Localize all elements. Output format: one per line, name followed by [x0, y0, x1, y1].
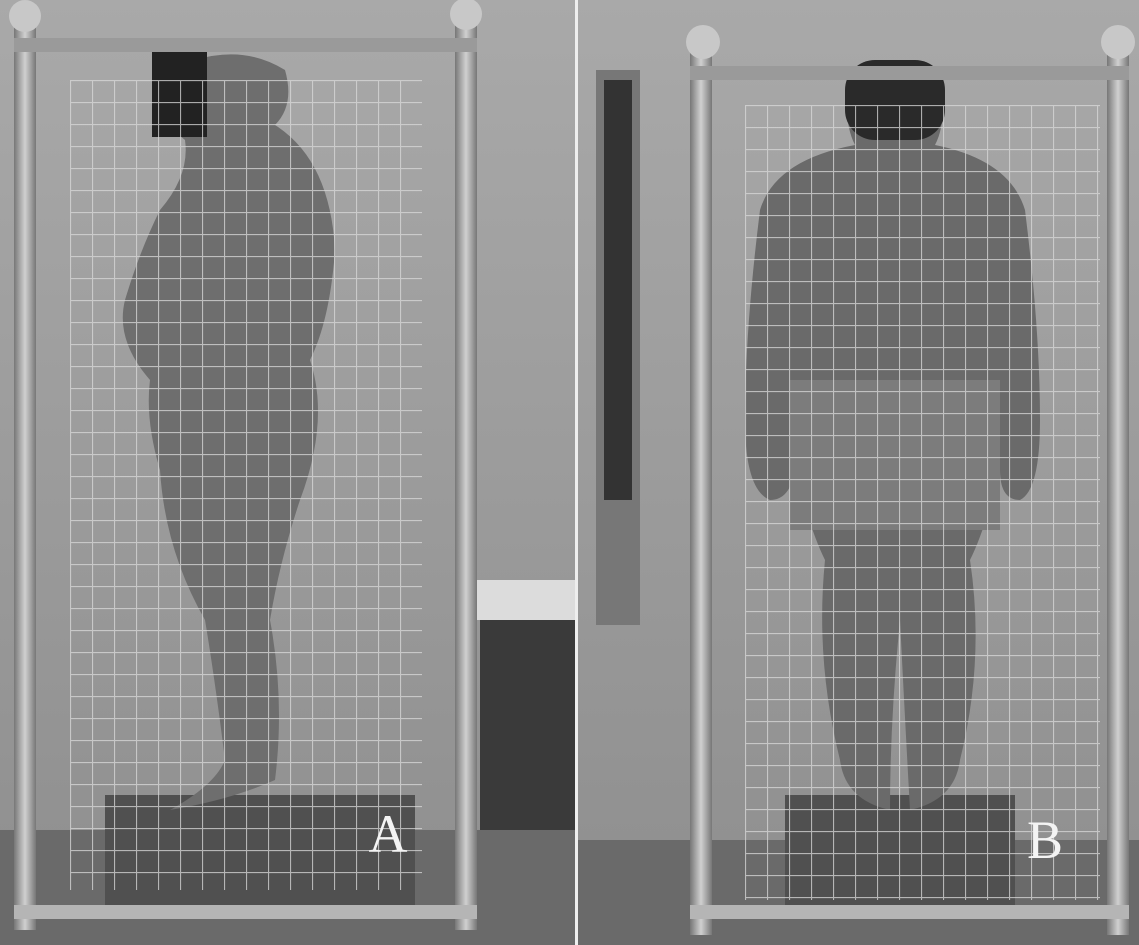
grid [745, 105, 1100, 900]
pole [14, 20, 36, 930]
grid [70, 80, 422, 890]
panel-label: A [369, 804, 408, 864]
scale-ticks [604, 80, 632, 500]
frame-bottom [14, 905, 477, 919]
frame-top [14, 38, 477, 52]
knob [686, 25, 720, 59]
frame-top [690, 66, 1129, 80]
panel-a: A [0, 0, 575, 945]
divider [575, 0, 578, 945]
photo: A B [0, 0, 1139, 945]
knob [9, 0, 41, 32]
pole [455, 20, 477, 930]
knob [1101, 25, 1135, 59]
pole [1107, 45, 1129, 935]
panel-b: B [578, 0, 1139, 945]
page: A B (() => { const data = JSON.parse(doc… [0, 0, 1139, 945]
frame-bottom [690, 905, 1129, 919]
furniture-top [475, 580, 575, 620]
pole [690, 45, 712, 935]
panel-label: B [1027, 810, 1063, 870]
